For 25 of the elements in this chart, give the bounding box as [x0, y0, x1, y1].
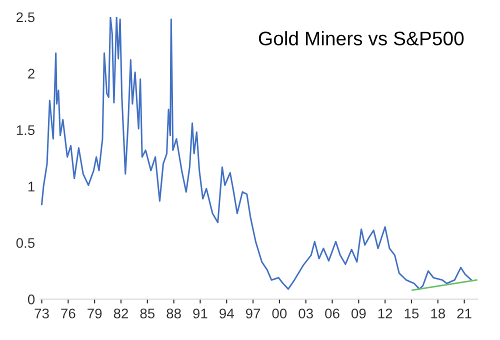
x-tick-label: 00: [272, 308, 287, 318]
x-tick-label: 09: [351, 308, 366, 318]
x-tick-label: 82: [114, 308, 128, 318]
y-tick-label: 0: [28, 294, 35, 304]
y-tick-label: 1.5: [16, 125, 35, 136]
x-tick-label: 79: [88, 308, 102, 318]
x-tick-label: 88: [166, 308, 181, 318]
x-tick-label: 12: [378, 308, 392, 318]
y-tick-label: 2.5: [16, 12, 35, 22]
x-tick-label: 06: [325, 308, 340, 318]
x-tick-label: 94: [220, 308, 234, 318]
x-tick-label: 91: [193, 308, 208, 318]
x-tick-label: 21: [457, 308, 472, 318]
x-tick-label: 03: [298, 308, 313, 318]
x-tick-label: 97: [246, 308, 260, 318]
x-tick-label: 76: [61, 308, 76, 318]
y-tick-label: 1: [28, 182, 34, 192]
y-tick-label: 0.5: [16, 238, 35, 248]
x-tick-label: 85: [140, 308, 155, 318]
x-tick-label: 15: [404, 308, 419, 318]
x-tick-label: 18: [431, 308, 446, 318]
y-tick-label: 2: [28, 68, 34, 78]
line-series: [40, 17, 472, 290]
x-tick-label: 73: [34, 308, 49, 318]
text: Gold Miners vs S&P500: [258, 31, 464, 46]
